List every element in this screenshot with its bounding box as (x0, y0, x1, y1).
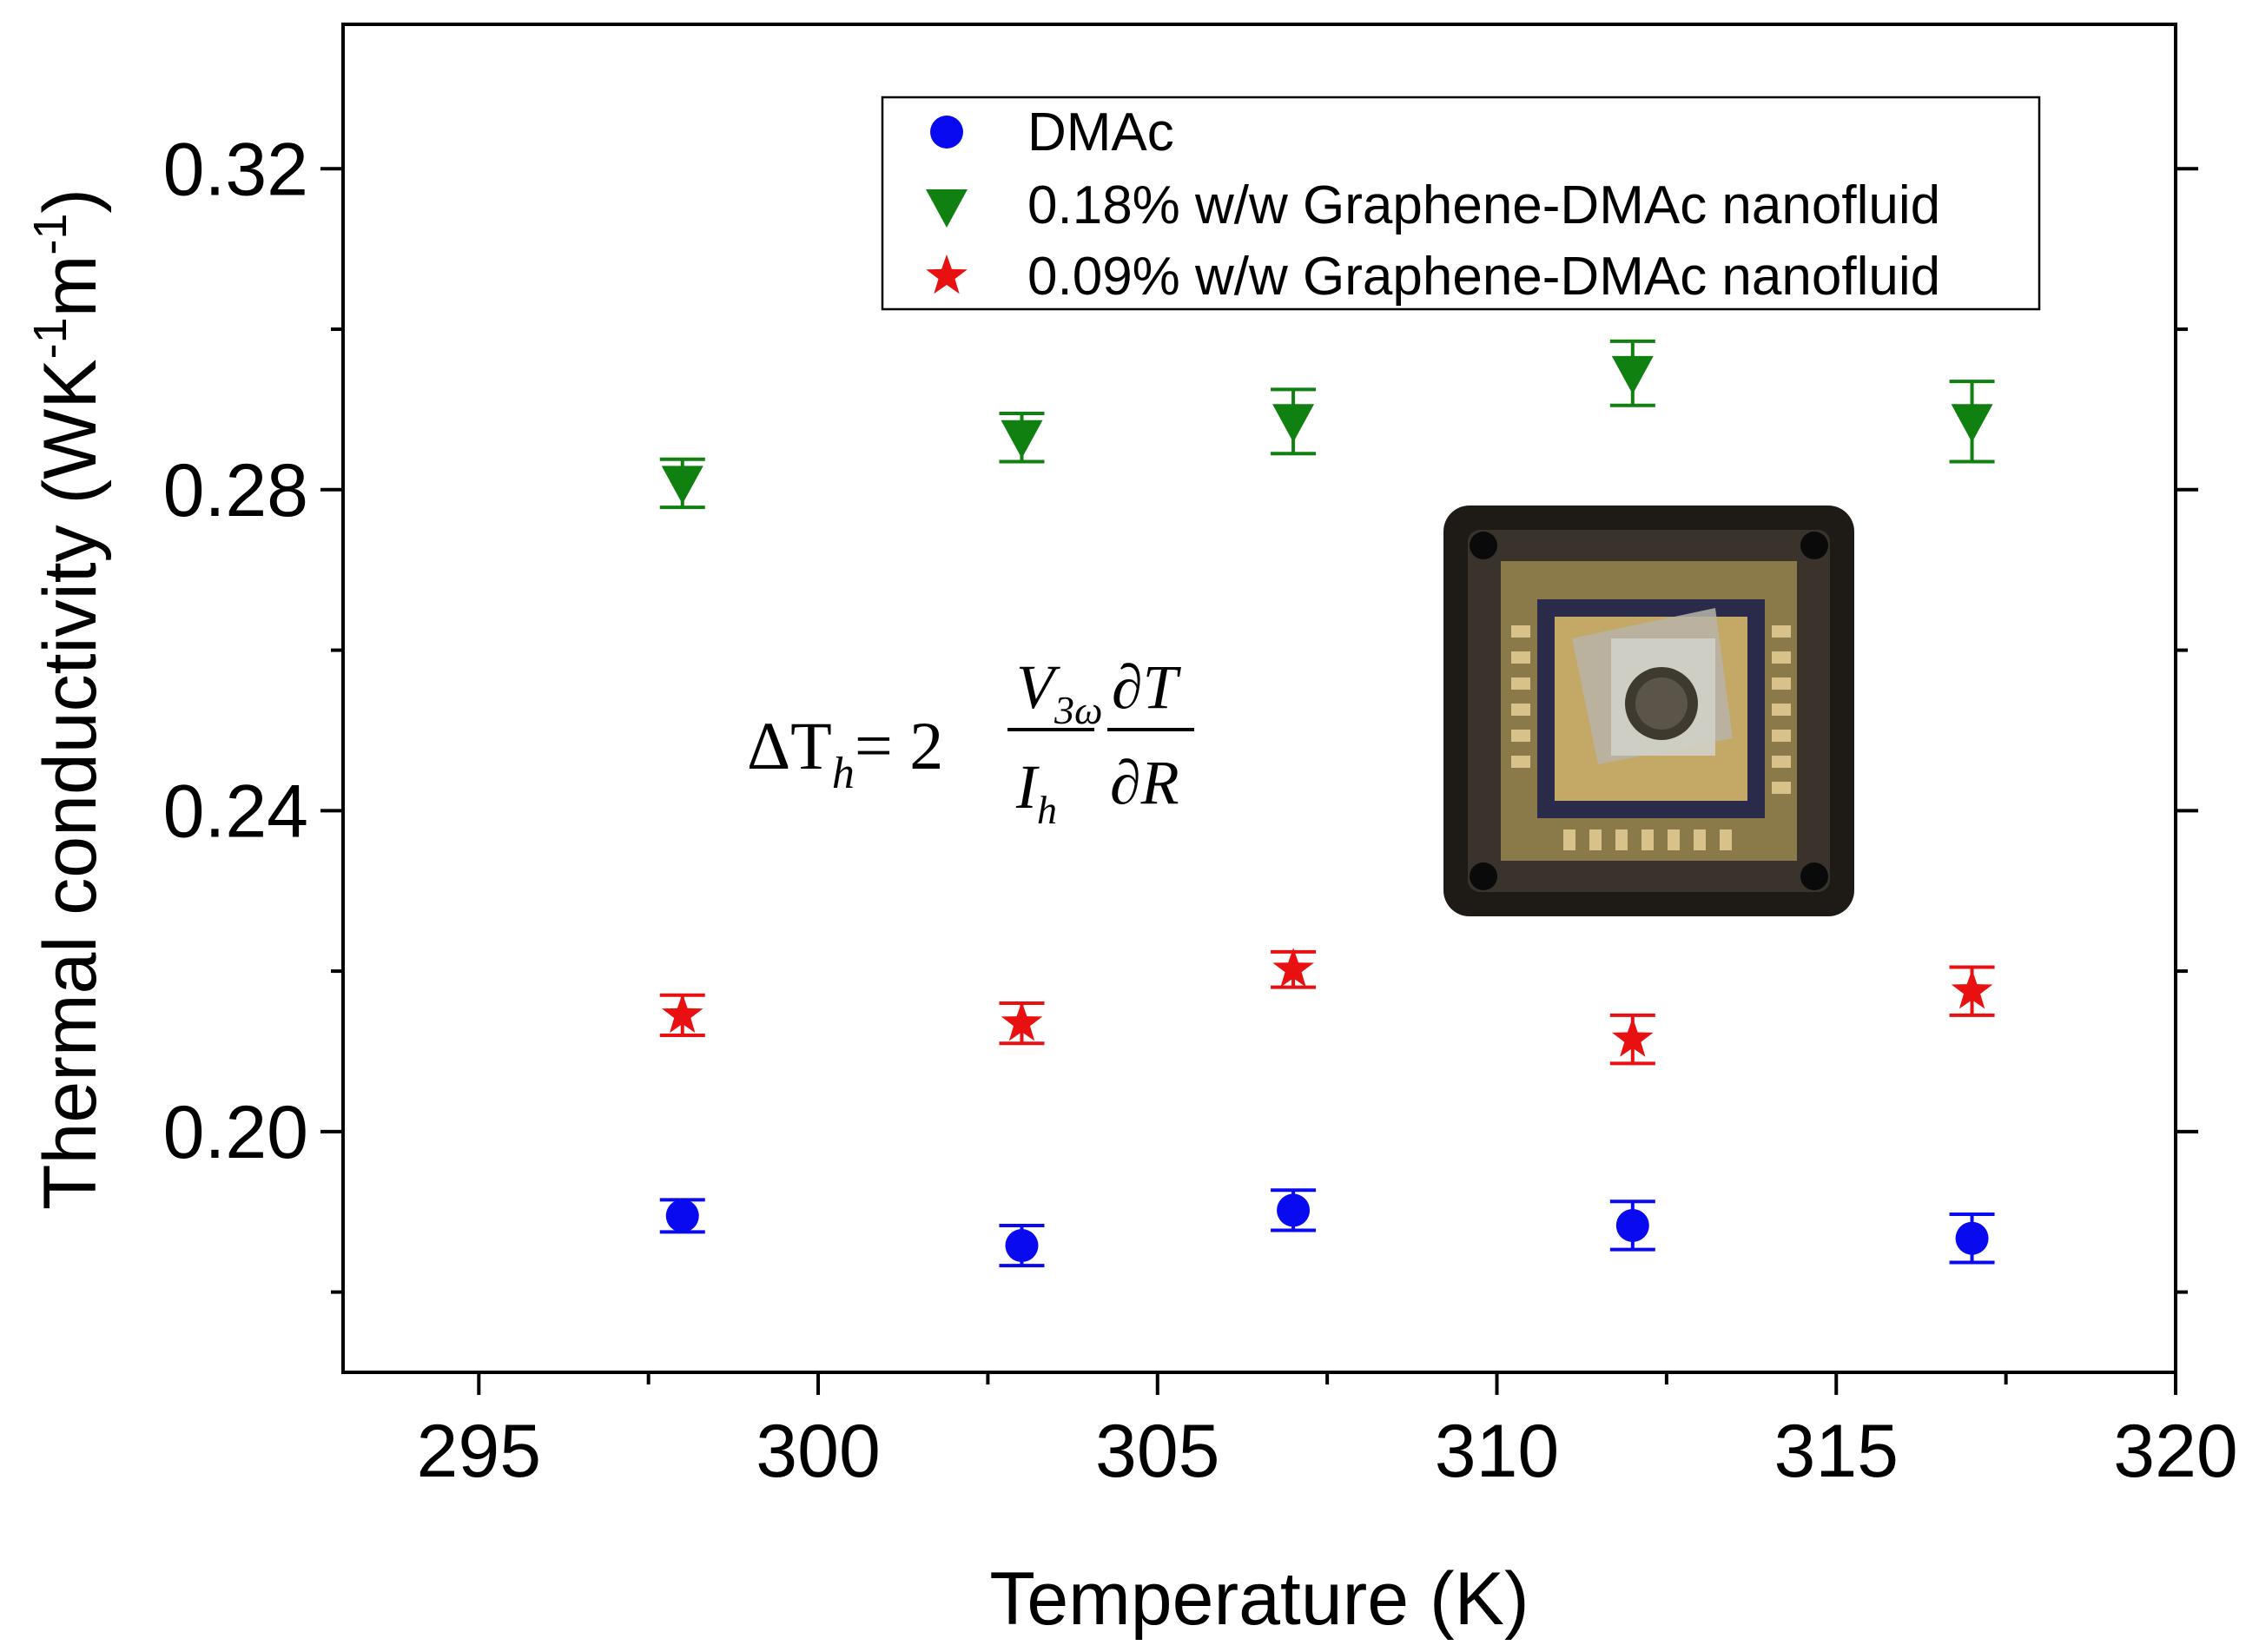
y-tick-label: 0.32 (163, 128, 308, 211)
data-point (1271, 1188, 1317, 1232)
data-points (659, 339, 1995, 1268)
data-point (999, 1001, 1045, 1046)
marker (1612, 1017, 1654, 1057)
legend-markers (926, 116, 968, 294)
data-point (999, 412, 1045, 464)
marker (1272, 404, 1315, 443)
data-point (1949, 965, 1995, 1017)
sensor-chip-photo (1443, 506, 1854, 916)
svg-text:∂T: ∂T (1112, 652, 1182, 722)
legend-box (881, 96, 2041, 311)
axis-ticks (320, 167, 2198, 1395)
legend-marker (930, 116, 963, 149)
marker (1951, 404, 1993, 443)
legend: DMAc 0.18% w/w Graphene-DMAc nanofluid 0… (881, 96, 2041, 311)
marker (1615, 1208, 1649, 1242)
y-tick-label: 0.28 (163, 449, 308, 532)
data-point (1271, 948, 1317, 989)
legend-label-018: 0.18% w/w Graphene-DMAc nanofluid (1027, 175, 1940, 235)
marker (1611, 355, 1654, 394)
marker (1955, 1221, 1989, 1255)
legend-marker (926, 189, 968, 228)
data-point (659, 457, 705, 510)
data-point (999, 1223, 1045, 1268)
marker (1005, 1229, 1039, 1263)
svg-text:Ih: Ih (1015, 752, 1057, 832)
legend-label-009: 0.09% w/w Graphene-DMAc nanofluid (1027, 247, 1940, 307)
data-point (1949, 380, 1995, 464)
svg-text:ΔTh= 2: ΔTh= 2 (747, 708, 943, 798)
x-tick-label: 305 (1095, 1410, 1220, 1493)
marker (661, 466, 703, 505)
data-point (1609, 1013, 1655, 1066)
marker (662, 993, 703, 1034)
svg-text:V3ω: V3ω (1016, 652, 1102, 732)
x-axis-title: Temperature (K) (989, 1557, 1529, 1641)
data-point (1949, 1213, 1995, 1265)
y-tick-label: 0.24 (163, 770, 308, 853)
svg-text:∂R: ∂R (1110, 748, 1179, 817)
data-point (1609, 1199, 1655, 1252)
marker (1272, 948, 1314, 988)
plot-frame (341, 23, 2177, 1374)
marker (1001, 420, 1043, 459)
x-tick-labels: 295 300 305 310 315 320 (417, 1410, 2238, 1493)
equation-annotation: ΔTh= 2 V3ω Ih ∂T ∂R (747, 652, 1194, 832)
x-tick-label: 300 (756, 1410, 881, 1493)
data-point (1271, 387, 1317, 456)
legend-marker (926, 254, 968, 294)
x-tick-label: 320 (2113, 1410, 2238, 1493)
marker (1951, 969, 1993, 1009)
legend-label-dmac: DMAc (1027, 102, 1174, 162)
y-axis-title: Thermal conductivity (WK-1m-1) (24, 188, 112, 1210)
data-point (659, 1198, 705, 1234)
marker (1001, 1001, 1043, 1041)
data-point (1609, 339, 1655, 407)
marker (1277, 1193, 1311, 1227)
x-tick-label: 295 (417, 1410, 542, 1493)
x-tick-label: 315 (1774, 1410, 1899, 1493)
x-tick-label: 310 (1435, 1410, 1560, 1493)
y-tick-labels: 0.20 0.24 0.28 0.32 (163, 128, 308, 1174)
marker (665, 1199, 699, 1232)
y-tick-label: 0.20 (163, 1091, 308, 1174)
data-point (659, 993, 705, 1037)
